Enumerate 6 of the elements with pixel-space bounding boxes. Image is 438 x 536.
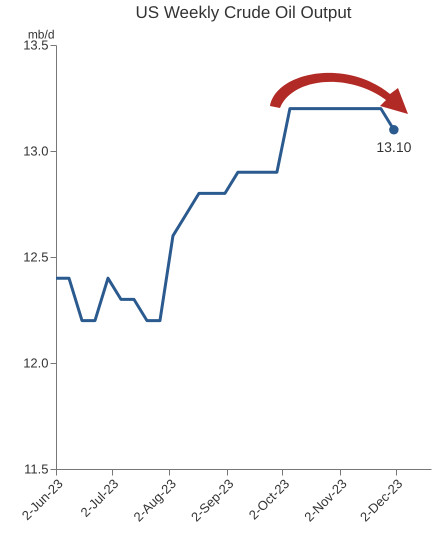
chart-title: US Weekly Crude Oil Output [135, 3, 352, 22]
y-tick-label: 13.0 [23, 144, 48, 158]
y-tick-label: 12.5 [23, 250, 48, 264]
y-tick-label: 11.5 [24, 462, 48, 476]
y-tick-label: 12.0 [23, 356, 48, 370]
annotation: 13.10 [376, 138, 412, 155]
